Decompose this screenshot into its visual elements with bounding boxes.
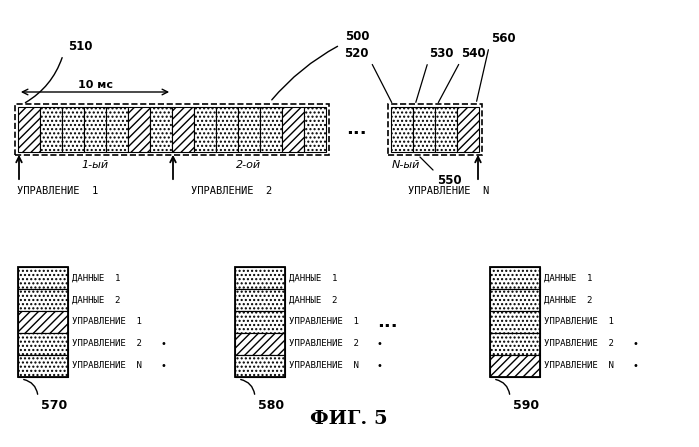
Bar [84,107,106,152]
Bar [40,107,62,152]
Text: N-ый: N-ый [392,160,420,170]
Text: 580: 580 [258,399,284,412]
Bar [15,104,329,155]
Bar [18,311,68,333]
Text: ДАННЫЕ  2: ДАННЫЕ 2 [544,295,592,304]
Text: 530: 530 [429,47,454,60]
Text: УПРАВЛЕНИЕ  2: УПРАВЛЕНИЕ 2 [289,340,359,349]
Bar [391,107,413,152]
Text: УПРАВЛЕНИЕ  N: УПРАВЛЕНИЕ N [408,186,489,196]
Text: •: • [160,361,166,371]
Bar [457,107,479,152]
Bar [235,267,285,377]
Bar [388,104,482,155]
Text: 540: 540 [461,47,486,60]
Text: 560: 560 [491,32,516,45]
Text: УПРАВЛЕНИЕ  1: УПРАВЛЕНИЕ 1 [544,317,614,326]
Text: ФИГ. 5: ФИГ. 5 [310,410,388,428]
Text: ...: ... [346,121,366,139]
Bar [18,333,68,355]
Bar [304,107,326,152]
Bar [216,107,238,152]
Bar [172,107,194,152]
Bar [62,107,84,152]
Text: •: • [377,339,383,349]
Text: УПРАВЛЕНИЕ  N: УПРАВЛЕНИЕ N [289,362,359,371]
Text: ДАННЫЕ  2: ДАННЫЕ 2 [72,295,120,304]
Text: УПРАВЛЕНИЕ  N: УПРАВЛЕНИЕ N [72,362,142,371]
Bar [18,355,68,377]
Bar [235,311,285,333]
Bar [106,107,128,152]
Bar [435,107,457,152]
Bar [260,107,282,152]
Text: УПРАВЛЕНИЕ  1: УПРАВЛЕНИЕ 1 [17,186,99,196]
Text: •: • [632,339,638,349]
Text: 510: 510 [68,40,92,53]
Bar [413,107,435,152]
Text: 500: 500 [345,30,370,43]
Text: ДАННЫЕ  1: ДАННЫЕ 1 [289,274,338,283]
Text: 570: 570 [41,399,67,412]
Text: УПРАВЛЕНИЕ  1: УПРАВЛЕНИЕ 1 [289,317,359,326]
Bar [18,267,68,289]
Text: УПРАВЛЕНИЕ  1: УПРАВЛЕНИЕ 1 [72,317,142,326]
Bar [490,289,540,311]
Text: ...: ... [377,313,398,331]
Text: •: • [377,361,383,371]
Bar [235,289,285,311]
Bar [490,333,540,355]
Bar [490,267,540,289]
Text: 550: 550 [437,174,461,187]
Bar [490,267,540,377]
Text: УПРАВЛЕНИЕ  N: УПРАВЛЕНИЕ N [544,362,614,371]
Bar [490,355,540,377]
Bar [238,107,260,152]
Bar [18,267,68,377]
Bar [150,107,172,152]
Bar [235,267,285,289]
Text: ДАННЫЕ  1: ДАННЫЕ 1 [72,274,120,283]
Text: 10 мс: 10 мс [78,80,113,90]
Bar [282,107,304,152]
Text: 1-ый: 1-ый [82,160,108,170]
Bar [128,107,150,152]
Text: 2-ой: 2-ой [236,160,261,170]
Bar [18,107,40,152]
Text: 520: 520 [345,47,369,60]
Text: •: • [632,361,638,371]
Text: •: • [160,339,166,349]
Bar [18,289,68,311]
Text: 590: 590 [513,399,539,412]
Text: УПРАВЛЕНИЕ  2: УПРАВЛЕНИЕ 2 [72,340,142,349]
Bar [235,355,285,377]
Text: УПРАВЛЕНИЕ  2: УПРАВЛЕНИЕ 2 [544,340,614,349]
Bar [490,311,540,333]
Bar [235,333,285,355]
Bar [194,107,216,152]
Text: ДАННЫЕ  2: ДАННЫЕ 2 [289,295,338,304]
Text: ДАННЫЕ  1: ДАННЫЕ 1 [544,274,592,283]
Text: УПРАВЛЕНИЕ  2: УПРАВЛЕНИЕ 2 [191,186,272,196]
